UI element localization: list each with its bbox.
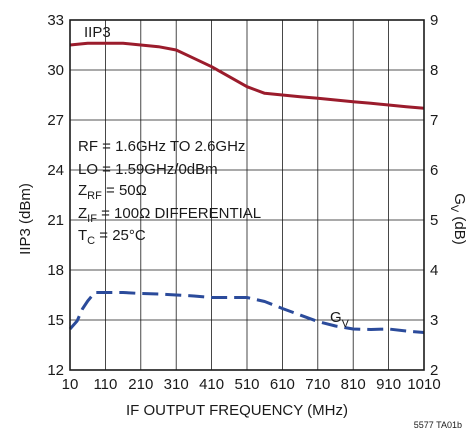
gv-series-label-main: G [330,309,342,326]
annotation-zif-value: = 100Ω DIFFERENTIAL [97,205,261,222]
annotation-zrf-main: Z [78,182,87,199]
y-axis-label-right-main: G [451,193,468,205]
annotation-tc-sub: C [87,235,95,247]
x-tick-label: 310 [164,376,189,393]
annotation-rf: RF = 1.6GHz TO 2.6GHz [78,138,245,155]
y-left-tick-label: 30 [47,62,64,79]
gv-series-label-sub: V [342,318,350,330]
gv-series-label: GV [330,309,350,330]
x-tick-label: 810 [341,376,366,393]
annotation-zif-main: Z [78,205,87,222]
plot-frame [69,19,425,371]
x-tick-label: 910 [376,376,401,393]
annotation-lo: LO = 1.59GHz/0dBm [78,161,218,178]
iip3-series-line [69,41,425,110]
y-left-tick-label: 21 [47,212,64,229]
y-right-tick-label: 4 [430,262,438,279]
y-right-tick-label: 2 [430,362,438,379]
y-left-tick-label: 15 [47,312,64,329]
y-axis-label-left: IIP3 (dBm) [17,183,34,255]
y-left-tick-label: 33 [47,12,64,29]
y-axis-label-right: GV (dB) [448,193,468,245]
annotation-zif-sub: IF [87,213,97,225]
y-left-tick-label: 24 [47,162,64,179]
x-axis-label: IF OUTPUT FREQUENCY (MHz) [126,402,348,419]
y-axis-label-right-unit: (dB) [451,212,468,245]
grid [70,20,424,370]
x-tick-label: 710 [305,376,330,393]
y-right-tick-label: 8 [430,62,438,79]
figure-id: 5577 TA01b [414,420,462,430]
annotation-zrf: ZRF = 50Ω [78,182,147,202]
y-axis-label-right-sub: V [448,205,460,213]
x-tick-label: 210 [128,376,153,393]
annotation-tc: TC = 25°C [78,227,146,247]
y-right-tick-label: 6 [430,162,438,179]
annotation-zif: ZIF = 100Ω DIFFERENTIAL [78,205,261,225]
annotation-tc-value: = 25°C [95,227,146,244]
conditions-annotation: RF = 1.6GHz TO 2.6GHz LO = 1.59GHz/0dBm … [78,138,261,247]
x-tick-label: 410 [199,376,224,393]
x-tick-label: 510 [234,376,259,393]
series-layer [68,41,425,334]
y-left-tick-label: 18 [47,262,64,279]
y-right-tick-label: 3 [430,312,438,329]
iip3-series-label: IIP3 [84,24,111,41]
tick-labels: 10 110 210 310 410 510 610 710 810 910 1010 12 15 18 2… [47,12,440,393]
y-right-tick-label: 5 [430,212,438,229]
annotation-zrf-sub: RF [87,190,102,202]
y-left-tick-label: 12 [47,362,64,379]
y-right-tick-label: 7 [430,112,438,129]
x-tick-label: 10 [62,376,79,393]
y-right-tick-label: 9 [430,12,438,29]
x-tick-label: 1010 [407,376,440,393]
gv-series-line [68,291,425,334]
annotation-zrf-value: = 50Ω [102,182,147,199]
x-tick-label: 110 [93,376,117,393]
x-tick-label: 610 [270,376,295,393]
y-left-tick-label: 27 [47,112,64,129]
annotation-tc-main: T [78,227,87,244]
